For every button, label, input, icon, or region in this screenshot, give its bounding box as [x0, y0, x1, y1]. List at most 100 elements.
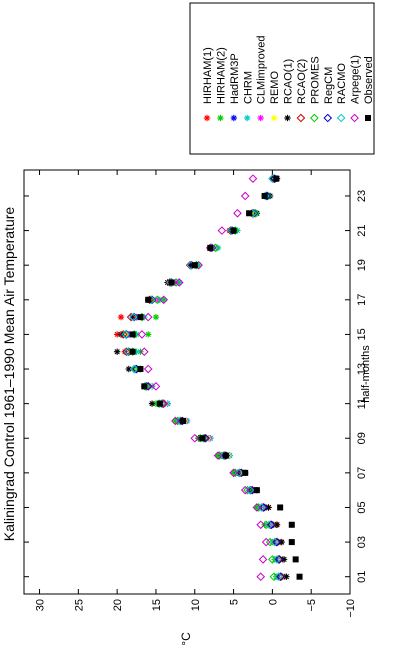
legend-label: HIRHAM(2): [215, 47, 227, 104]
legend-marker: [217, 114, 224, 122]
data-point: [143, 364, 153, 374]
data-point: [274, 572, 283, 582]
data-point: [213, 451, 223, 460]
data-point: [137, 314, 144, 321]
y-tick-label: −10: [345, 599, 357, 618]
series-regcm: [122, 174, 286, 582]
data-point: [151, 382, 161, 391]
data-point: [233, 208, 242, 218]
data-point: [252, 503, 262, 512]
y-tick-label: 15: [151, 599, 163, 611]
data-point: [117, 313, 125, 321]
data-point: [140, 347, 149, 357]
series-hadrm3p: [125, 175, 286, 580]
x-tick-label: 17: [356, 294, 368, 306]
data-point: [207, 244, 214, 251]
data-point: [277, 504, 284, 511]
legend-label: HIRHAM(1): [202, 47, 214, 104]
data-point: [119, 330, 128, 339]
legend-marker: [323, 113, 333, 123]
series-remo: [123, 175, 287, 580]
x-tick-label: 09: [356, 432, 368, 444]
data-point: [242, 469, 249, 476]
x-tick-label: 21: [356, 224, 368, 236]
data-point: [141, 383, 148, 390]
chart-title: Kaliningrad Control 1961–1990 Mean Air T…: [1, 207, 17, 542]
legend-box: [189, 2, 375, 155]
data-point: [246, 210, 253, 217]
y-tick-label: 30: [35, 599, 47, 611]
y-tick-label: 20: [112, 599, 124, 611]
legend-label: Observed: [363, 56, 375, 104]
data-point: [275, 572, 285, 582]
data-point: [113, 348, 121, 355]
data-point: [121, 330, 130, 339]
legend-marker: [296, 113, 306, 123]
data-point: [126, 312, 136, 322]
data-point: [129, 348, 136, 355]
data-point: [191, 262, 198, 269]
data-point: [272, 537, 282, 547]
legend-marker: [350, 113, 359, 123]
data-point: [264, 520, 274, 530]
data-point: [270, 537, 280, 547]
data-point: [129, 312, 138, 322]
legend-marker: [336, 113, 346, 123]
data-point: [280, 556, 288, 563]
data-point: [256, 572, 266, 582]
y-tick-label: 5: [229, 599, 241, 605]
data-point: [261, 192, 268, 199]
data-point: [199, 435, 206, 442]
data-point: [159, 295, 169, 305]
data-point: [145, 296, 152, 303]
data-point: [273, 175, 280, 182]
data-point: [174, 278, 184, 287]
data-point: [122, 330, 131, 339]
x-tick-label: 07: [356, 467, 368, 479]
y-tick-label: 25: [73, 599, 85, 611]
x-tick-label: 03: [356, 536, 368, 548]
legend-marker: [203, 114, 211, 122]
plot-area-frame: [23, 169, 351, 595]
data-point: [258, 555, 268, 564]
legend-label: REMO: [269, 71, 281, 104]
data-point: [288, 521, 295, 528]
data-point: [253, 487, 260, 494]
data-point: [215, 451, 224, 460]
legend-label: Arpege(1): [350, 55, 362, 104]
data-point: [256, 520, 266, 530]
data-point: [250, 208, 260, 218]
legend-marker: [257, 114, 264, 122]
legend-marker: [230, 114, 238, 122]
data-point: [117, 331, 125, 338]
y-tick-label: 10: [190, 599, 202, 611]
legend-label: CLMimproved: [256, 36, 268, 104]
data-point: [240, 191, 250, 201]
data-point: [240, 485, 250, 495]
legend-marker: [244, 114, 251, 122]
x-axis-label: half-months: [360, 345, 372, 403]
data-point: [148, 400, 156, 407]
series-racmo: [121, 174, 283, 582]
legend-marker: [284, 114, 291, 122]
x-tick-label: 01: [356, 571, 368, 583]
legend-label: CHRM: [242, 71, 254, 104]
data-point: [137, 366, 144, 373]
y-tick-label: −5: [306, 599, 318, 612]
x-tick-label: 19: [356, 259, 368, 271]
data-point: [171, 416, 180, 426]
legend-label: PROMES: [309, 56, 321, 104]
x-tick-label: 11: [356, 398, 368, 409]
x-tick-label: 15: [356, 328, 368, 340]
legend-label: HadRM3P: [229, 53, 241, 104]
data-point: [217, 226, 227, 235]
x-tick-label: 13: [356, 363, 368, 375]
data-point: [267, 520, 276, 530]
legend-marker: [365, 115, 371, 121]
series-hirham-1: [113, 175, 288, 580]
y-tick-label: 0: [267, 599, 279, 605]
data-point: [190, 433, 200, 443]
series-chrm: [133, 175, 284, 580]
data-point: [168, 279, 175, 286]
